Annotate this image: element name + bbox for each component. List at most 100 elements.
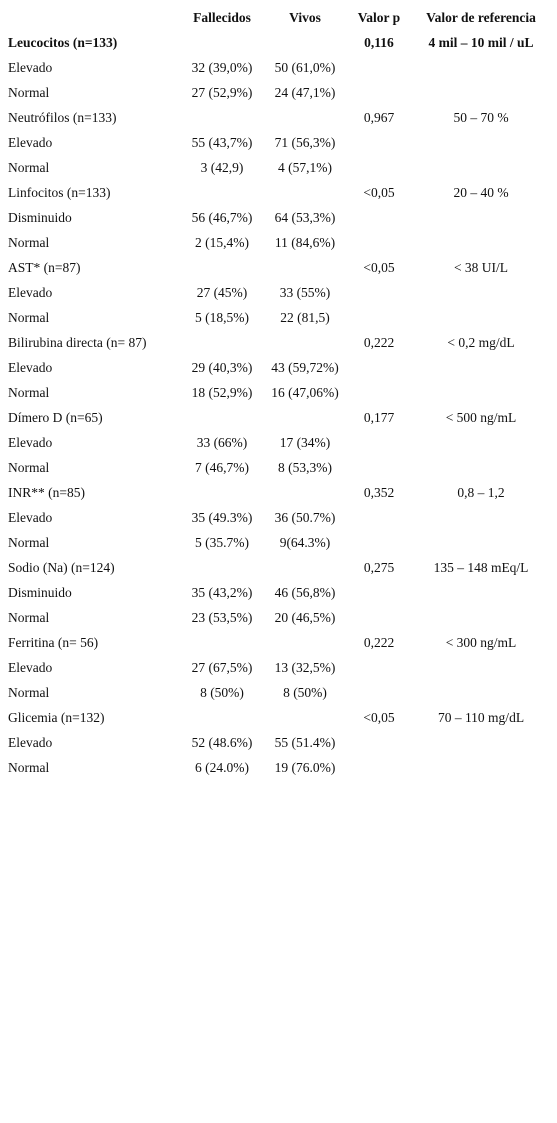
cell: 23 (53,5%) xyxy=(191,609,253,625)
cell: 50 – 70 % xyxy=(453,109,509,125)
cell: 29 (40,3%) xyxy=(191,359,253,375)
cell: 33 (55%) xyxy=(279,284,331,300)
cell: 0,967 xyxy=(363,109,395,125)
cell: Elevado xyxy=(8,284,53,300)
cell: 43 (59,72%) xyxy=(271,359,339,375)
cell: 0,8 – 1,2 xyxy=(457,484,505,500)
cell: Normal xyxy=(8,234,50,250)
cell: 6 (24.0%) xyxy=(195,759,249,775)
cell: Vivos xyxy=(289,9,321,25)
cell: Normal xyxy=(8,384,50,400)
cell: < 300 ng/mL xyxy=(445,634,517,650)
cell: 5 (35.7%) xyxy=(195,534,249,550)
cell: <0,05 xyxy=(363,709,395,725)
table-row: Elevado 33 (66%) 17 (34%) xyxy=(0,430,557,455)
cell: Valor de referencia xyxy=(426,9,536,25)
cell: 18 (52,9%) xyxy=(191,384,253,400)
table-row: Sodio (Na) (n=124) 0,275 135 – 148 mEq/L xyxy=(0,555,557,580)
table-row: Elevado 35 (49.3%) 36 (50.7%) xyxy=(0,505,557,530)
cell: Normal xyxy=(8,84,50,100)
cell: 70 – 110 mg/dL xyxy=(437,709,525,725)
cell: 19 (76.0%) xyxy=(274,759,336,775)
cell: 20 – 40 % xyxy=(453,184,509,200)
cell: 8 (50%) xyxy=(200,684,244,700)
cell: Normal xyxy=(8,534,50,550)
cell: 20 (46,5%) xyxy=(274,609,336,625)
table-row: Normal 8 (50%) 8 (50%) xyxy=(0,680,557,705)
table-row: Linfocitos (n=133) <0,05 20 – 40 % xyxy=(0,180,557,205)
cell: Sodio (Na) (n=124) xyxy=(8,559,115,575)
cell: 0,116 xyxy=(364,34,394,50)
table-row: Elevado 27 (67,5%) 13 (32,5%) xyxy=(0,655,557,680)
cell: 55 (51.4%) xyxy=(274,734,336,750)
cell: 4 mil – 10 mil / uL xyxy=(428,34,534,50)
table-row: Disminuido 35 (43,2%) 46 (56,8%) xyxy=(0,580,557,605)
cell: Leucocitos (n=133) xyxy=(8,34,118,50)
cell: 27 (52,9%) xyxy=(191,84,253,100)
cell: <0,05 xyxy=(363,184,395,200)
cell: Elevado xyxy=(8,134,53,150)
table-row: INR** (n=85) 0,352 0,8 – 1,2 xyxy=(0,480,557,505)
cell: Bilirubina directa (n= 87) xyxy=(8,334,147,350)
header-row: Fallecidos Vivos Valor p Valor de referenci… xyxy=(0,5,557,30)
cell: Elevado xyxy=(8,659,53,675)
cell: 8 (50%) xyxy=(283,684,327,700)
cell: Dímero D (n=65) xyxy=(8,409,103,425)
cell: Disminuido xyxy=(8,584,72,600)
table-row: Ferritina (n= 56) 0,222 < 300 ng/mL xyxy=(0,630,557,655)
table-row: Normal 5 (18,5%) 22 (81,5) xyxy=(0,305,557,330)
table-row: Elevado 32 (39,0%) 50 (61,0%) xyxy=(0,55,557,80)
cell: 8 (53,3%) xyxy=(278,459,332,475)
cell: Normal xyxy=(8,759,50,775)
cell: 3 (42,9) xyxy=(200,159,244,175)
table-row: Normal 27 (52,9%) 24 (47,1%) xyxy=(0,80,557,105)
cell: 11 (84,6%) xyxy=(274,234,336,250)
cell: INR** (n=85) xyxy=(8,484,85,500)
cell: 64 (53,3%) xyxy=(274,209,336,225)
cell: 27 (45%) xyxy=(196,284,248,300)
cell: 9(64.3%) xyxy=(279,534,331,550)
cell: 13 (32,5%) xyxy=(274,659,336,675)
cell: 22 (81,5) xyxy=(280,309,330,325)
cell: Elevado xyxy=(8,509,53,525)
table-row: Elevado 27 (45%) 33 (55%) xyxy=(0,280,557,305)
table-row: Normal 23 (53,5%) 20 (46,5%) xyxy=(0,605,557,630)
table-row: Bilirubina directa (n= 87) 0,222 < 0,2 mg/… xyxy=(0,330,557,355)
cell: 2 (15,4%) xyxy=(195,234,249,250)
table-row: Neutrófilos (n=133) 0,967 50 – 70 % xyxy=(0,105,557,130)
table-row: Normal 2 (15,4%) 11 (84,6%) xyxy=(0,230,557,255)
cell: 32 (39,0%) xyxy=(191,59,253,75)
cell: 35 (49.3%) xyxy=(191,509,253,525)
cell: 27 (67,5%) xyxy=(191,659,253,675)
cell: Fallecidos xyxy=(193,9,251,25)
cell: 0,352 xyxy=(363,484,395,500)
cell: 5 (18,5%) xyxy=(195,309,249,325)
table-row: Normal 3 (42,9) 4 (57,1%) xyxy=(0,155,557,180)
cell: Elevado xyxy=(8,359,53,375)
cell: Normal xyxy=(8,159,50,175)
cell: 0,222 xyxy=(363,334,395,350)
table-row: Elevado 55 (43,7%) 71 (56,3%) xyxy=(0,130,557,155)
table-row: Normal 6 (24.0%) 19 (76.0%) xyxy=(0,755,557,780)
cell: 0,275 xyxy=(363,559,395,575)
cell: 17 (34%) xyxy=(279,434,331,450)
cell: 4 (57,1%) xyxy=(278,159,332,175)
cell: Elevado xyxy=(8,434,53,450)
cell: Normal xyxy=(8,609,50,625)
cell: Normal xyxy=(8,309,50,325)
cell: Linfocitos (n=133) xyxy=(8,184,111,200)
cell: 35 (43,2%) xyxy=(191,584,253,600)
table-row: Normal 18 (52,9%) 16 (47,06%) xyxy=(0,380,557,405)
cell: 71 (56,3%) xyxy=(274,134,336,150)
cell: 50 (61,0%) xyxy=(274,59,336,75)
table-row: Leucocitos (n=133) 0,116 4 mil – 10 mil / … xyxy=(0,30,557,55)
cell: Valor p xyxy=(357,9,401,25)
cell: 55 (43,7%) xyxy=(191,134,253,150)
cell: 7 (46,7%) xyxy=(195,459,249,475)
cell: 135 – 148 mEq/L xyxy=(433,559,529,575)
cell: 0,177 xyxy=(363,409,395,425)
cell: < 0,2 mg/dL xyxy=(447,334,515,350)
cell: Disminuido xyxy=(8,209,72,225)
cell: Normal xyxy=(8,684,50,700)
